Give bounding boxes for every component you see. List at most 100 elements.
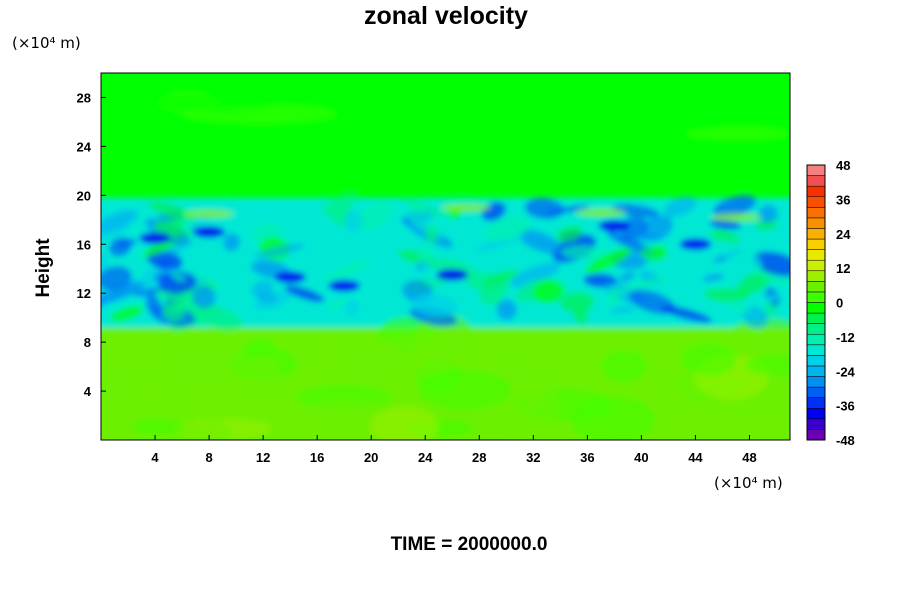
field-blob — [101, 266, 132, 291]
field-streak — [184, 209, 235, 218]
colorbar-tick-label: -36 — [836, 399, 855, 414]
field-blob — [253, 290, 293, 311]
field-blob — [101, 367, 160, 389]
x-tick-label: 28 — [472, 450, 486, 465]
colorbar-tick-label: -12 — [836, 330, 855, 345]
field-blob — [123, 132, 223, 145]
field-blob — [560, 291, 595, 313]
colorbar-swatch — [806, 333, 826, 346]
colorbar-swatch — [806, 238, 826, 250]
colorbar-swatch — [806, 323, 826, 335]
colorbar-swatch — [806, 429, 826, 441]
colorbar-swatch — [806, 291, 826, 303]
field-blob — [556, 225, 583, 243]
colorbar-swatch — [806, 185, 826, 197]
field-blob — [369, 406, 439, 440]
field-blob — [573, 306, 589, 325]
field-blob — [158, 271, 197, 294]
y-axis-ticks: 4 8 12 16 20 24 28 — [77, 90, 106, 399]
colorbar-swatch — [806, 386, 826, 398]
colorbar-swatch — [806, 164, 826, 176]
field-blob — [101, 197, 115, 211]
colorbar-frame — [806, 164, 826, 441]
colorbar-swatch — [806, 259, 826, 272]
field-blob — [410, 206, 426, 213]
field-blob — [323, 260, 371, 281]
colorbar-swatch — [806, 418, 826, 430]
time-annotation: TIME = 2000000.0 — [391, 534, 548, 555]
field-blob — [561, 245, 607, 260]
field-blob — [607, 287, 621, 308]
colorbar-tick-label: 48 — [836, 158, 850, 173]
field-blob — [586, 97, 705, 113]
field-core — [328, 279, 361, 292]
field-blob — [267, 135, 420, 160]
field-blob — [325, 300, 345, 311]
colorbar-swatch — [806, 365, 826, 377]
field-blob — [685, 126, 790, 141]
field-blob — [640, 247, 664, 262]
field-blob — [421, 265, 442, 285]
y-tick-label: 20 — [77, 188, 91, 203]
colorbar-tick-label: 0 — [836, 296, 843, 311]
field-blob — [524, 197, 565, 220]
field-blob — [160, 362, 192, 406]
field-blob — [758, 294, 779, 305]
field-blob — [223, 233, 241, 252]
colorbar-swatch — [806, 376, 826, 388]
x-tick-label: 16 — [310, 450, 324, 465]
colorbar-swatch — [806, 312, 826, 324]
y-axis-label: Height — [33, 238, 54, 298]
field-blob — [251, 279, 274, 299]
heatmap-plot-area — [101, 73, 790, 440]
field-blob — [405, 208, 456, 237]
colorbar-swatch — [806, 249, 826, 261]
field-blob — [703, 288, 750, 302]
x-tick-label: 4 — [151, 450, 159, 465]
y-tick-label: 16 — [77, 237, 91, 252]
field-core — [436, 268, 469, 281]
field-blob — [640, 215, 673, 242]
field-blob — [757, 232, 790, 251]
field-blob — [617, 276, 668, 294]
field-blob — [338, 339, 404, 372]
field-blob — [542, 73, 637, 87]
field-blob — [517, 229, 562, 254]
x-tick-label: 24 — [418, 450, 433, 465]
x-tick-label: 20 — [364, 450, 378, 465]
field-blob — [660, 305, 713, 323]
x-tick-label: 48 — [742, 450, 756, 465]
x-axis-ticks: 4 8 12 16 20 24 28 32 36 40 44 48 — [151, 435, 757, 465]
field-blob — [191, 285, 216, 309]
field-blob — [303, 399, 389, 421]
field-blob — [571, 396, 655, 440]
field-blob — [101, 281, 145, 305]
y-tick-label: 4 — [84, 384, 92, 399]
x-tick-label: 40 — [634, 450, 648, 465]
field-blob — [369, 280, 382, 292]
field-blob — [510, 262, 561, 288]
x-axis-unit: (×10⁴ m) — [714, 474, 783, 492]
field-blob — [709, 219, 742, 230]
field-blob — [411, 293, 458, 318]
field-blob — [585, 247, 632, 274]
field-blob — [110, 305, 144, 322]
y-axis-unit: (×10⁴ m) — [12, 34, 81, 52]
y-tick-label: 12 — [77, 286, 91, 301]
field-blob — [496, 299, 517, 321]
colorbar-swatch — [806, 302, 826, 314]
colorbar-swatch — [806, 397, 826, 409]
field-blob — [758, 204, 778, 223]
field-core — [193, 226, 226, 239]
y-tick-label: 8 — [84, 335, 91, 350]
field-blob — [115, 94, 272, 113]
x-tick-label: 12 — [256, 450, 270, 465]
field-blob — [678, 109, 756, 132]
x-tick-label: 36 — [580, 450, 594, 465]
colorbar-tick-label: 36 — [836, 192, 850, 207]
field-blob — [417, 245, 435, 265]
field-blob — [483, 215, 531, 242]
field-blob — [146, 250, 183, 271]
field-streak — [710, 213, 761, 222]
colorbar-swatch — [806, 344, 826, 356]
